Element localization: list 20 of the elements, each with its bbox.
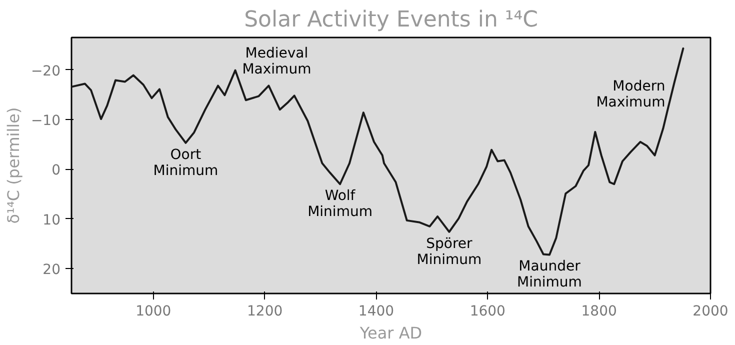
y-tick-label: −10 xyxy=(30,113,60,130)
annotation: Spörer Minimum xyxy=(416,236,482,268)
y-tick-label: 10 xyxy=(42,212,61,228)
chart-title: Solar Activity Events in ¹⁴C xyxy=(244,8,538,32)
x-tick-label: 1600 xyxy=(470,304,506,320)
x-tick-label: 1800 xyxy=(581,304,617,320)
y-tick-label: 20 xyxy=(42,262,61,278)
annotation: Oort Minimum xyxy=(153,146,218,179)
x-tick-label: 1200 xyxy=(247,304,283,320)
x-axis-title: Year AD xyxy=(358,324,422,342)
annotation: Modern Maximum xyxy=(596,78,666,110)
y-axis-title: δ¹⁴C (permille) xyxy=(4,107,23,224)
y-tick-label: 0 xyxy=(52,162,61,179)
x-tick-label: 1000 xyxy=(136,304,172,320)
annotation: Medieval Maximum xyxy=(242,46,312,78)
annotation: Maunder Minimum xyxy=(517,258,582,291)
x-tick-label: 2000 xyxy=(692,304,728,320)
annotation: Wolf Minimum xyxy=(308,188,372,220)
y-tick-label: −20 xyxy=(30,63,60,80)
x-tick-label: 1400 xyxy=(358,304,394,320)
